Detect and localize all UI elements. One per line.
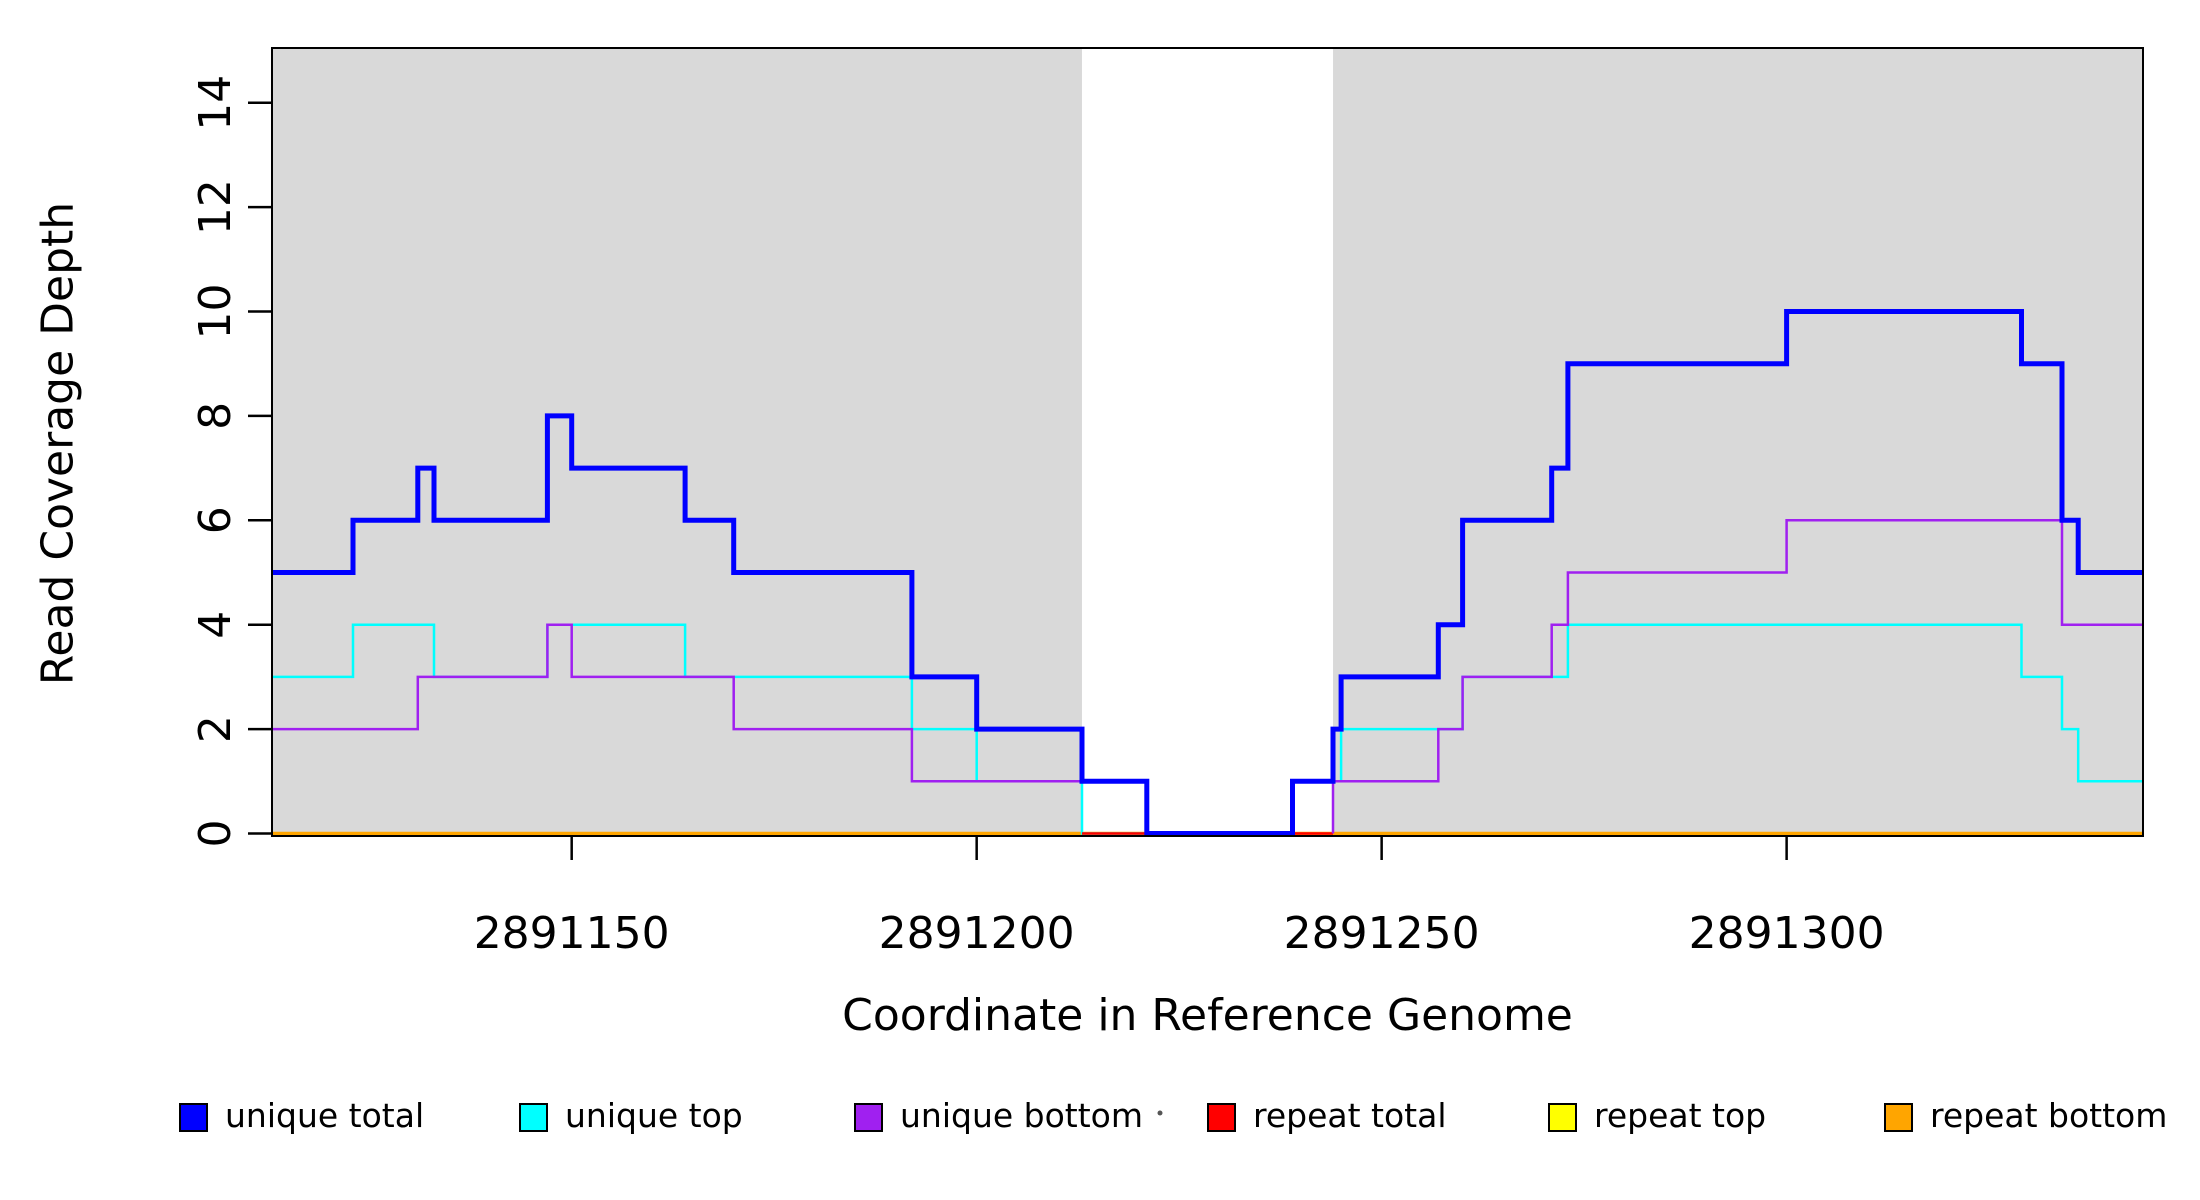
series-line-unique-total xyxy=(272,309,2143,836)
plot-box xyxy=(271,47,2144,837)
x-tick-label: 2891250 xyxy=(1284,908,1480,959)
series-line-unique-bottom-2 xyxy=(1331,519,2143,834)
stray-dot-artifact xyxy=(1157,1110,1163,1116)
y-tick-label: 4 xyxy=(190,611,241,639)
legend-swatch-unique-total xyxy=(179,1103,208,1132)
x-axis-title: Coordinate in Reference Genome xyxy=(842,990,1573,1041)
y-tick-label: 14 xyxy=(190,75,241,131)
legend-swatch-repeat-top xyxy=(1548,1103,1577,1132)
legend-swatch-repeat-total xyxy=(1207,1103,1236,1132)
legend-swatch-unique-bottom xyxy=(854,1103,883,1132)
legend-label-repeat-top: repeat top xyxy=(1594,1096,1766,1135)
x-tick-label: 2891200 xyxy=(879,908,1075,959)
y-axis-title: Read Coverage Depth xyxy=(32,201,84,686)
y-tick-label: 8 xyxy=(190,402,241,430)
x-tick-label: 2891150 xyxy=(474,908,670,959)
y-tick-label: 12 xyxy=(190,179,241,235)
y-tick-label: 2 xyxy=(190,715,241,743)
x-tick-label: 2891300 xyxy=(1689,908,1885,959)
y-tick-label: 0 xyxy=(190,820,241,848)
annotated-region-left xyxy=(272,48,1082,836)
legend-label-repeat-bottom: repeat bottom xyxy=(1930,1096,2167,1135)
y-tick-label: 6 xyxy=(190,506,241,534)
legend-label-repeat-total: repeat total xyxy=(1253,1096,1447,1135)
legend-swatch-unique-top xyxy=(519,1103,548,1132)
y-tick-label: 10 xyxy=(190,284,241,340)
annotated-region-right xyxy=(1333,48,2143,836)
legend-label-unique-total: unique total xyxy=(225,1096,424,1135)
legend-swatch-repeat-bottom xyxy=(1884,1103,1913,1132)
legend-label-unique-top: unique top xyxy=(565,1096,743,1135)
legend-label-unique-bottom: unique bottom xyxy=(900,1096,1143,1135)
